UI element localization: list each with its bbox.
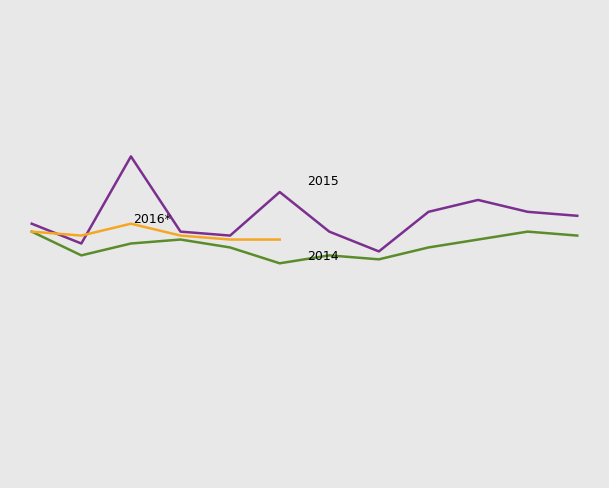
Text: 2015: 2015: [307, 175, 339, 188]
Text: 2016*: 2016*: [133, 212, 171, 225]
Text: 2014: 2014: [307, 250, 339, 263]
